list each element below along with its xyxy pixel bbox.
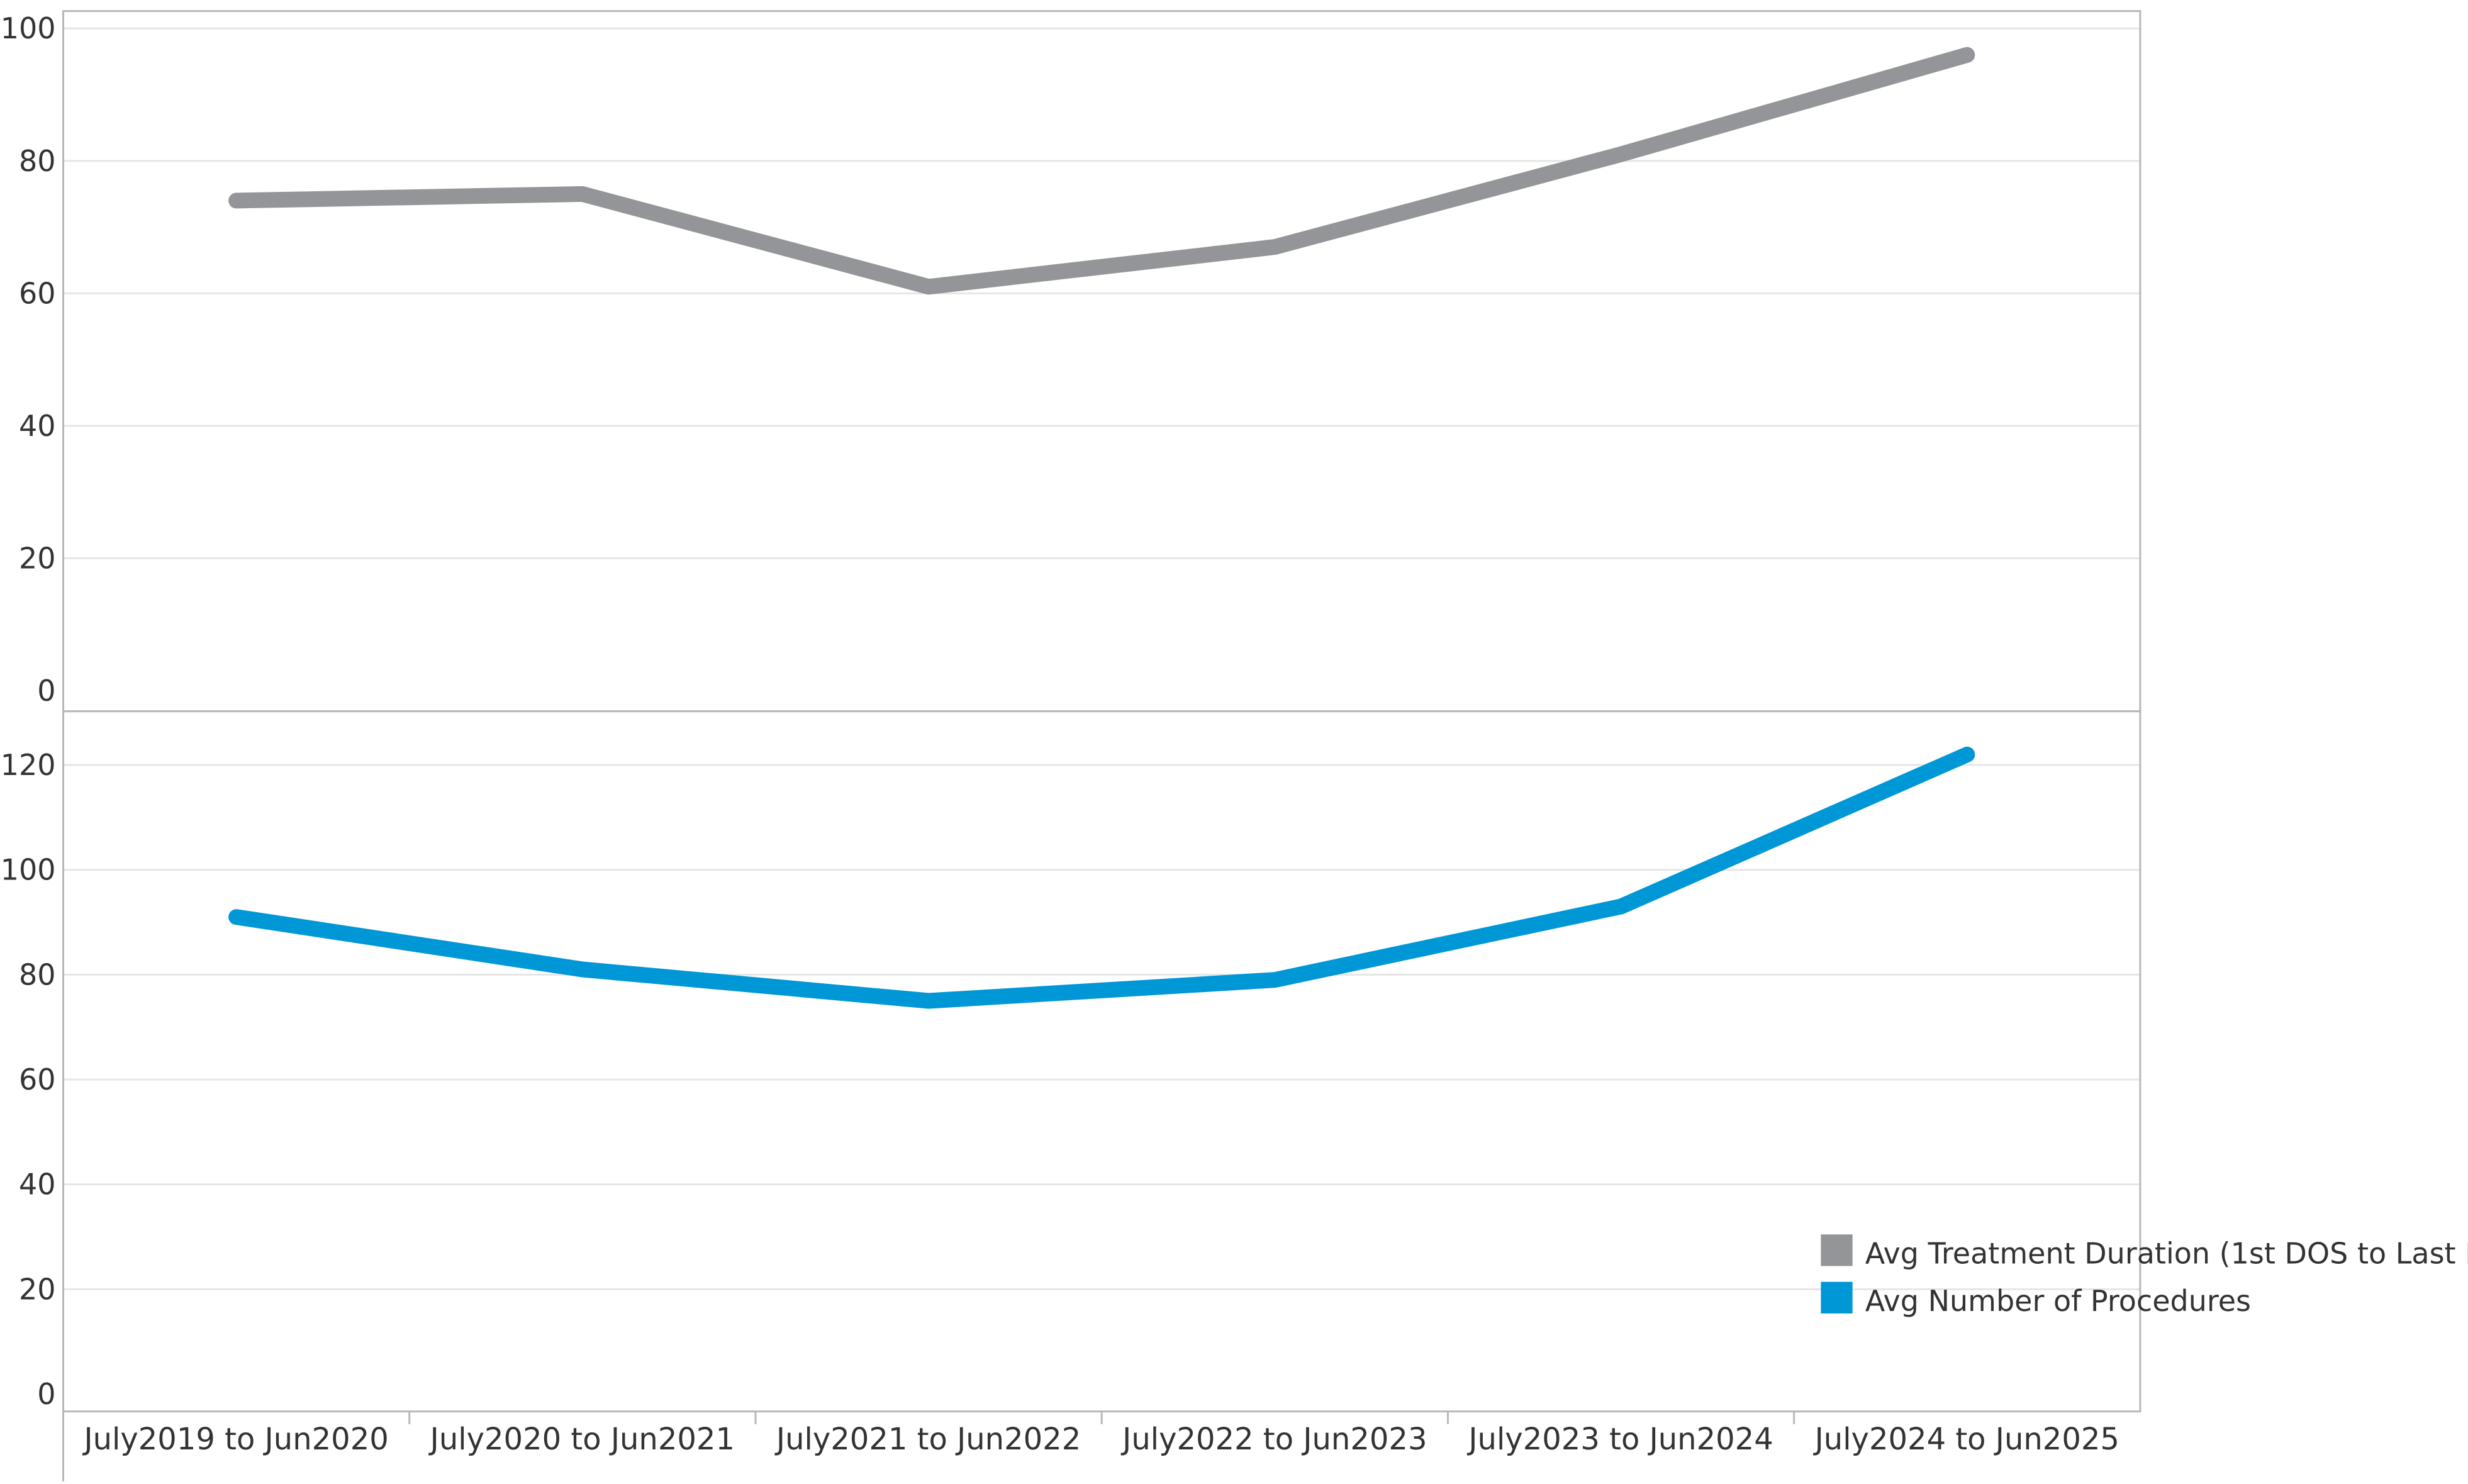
- x-tick-label: July2022 to Jun2023: [1120, 1422, 1427, 1457]
- data-point: [1621, 906, 1622, 907]
- x-tick-label: July2019 to Jun2020: [82, 1422, 388, 1457]
- y-tick-label: 80: [19, 957, 56, 991]
- data-point: [582, 193, 583, 194]
- x-tick-label: July2020 to Jun2021: [428, 1422, 735, 1457]
- y-tick-label: 40: [19, 409, 56, 443]
- legend-swatch: [1821, 1234, 1853, 1266]
- x-axis: July2019 to Jun2020 July2020 to Jun2021 Ju…: [62, 1411, 2119, 1483]
- y-tick-label: 100: [1, 853, 56, 887]
- y-tick-label: 100: [1, 11, 56, 45]
- data-point: [928, 286, 929, 287]
- data-point: [236, 917, 237, 918]
- data-point: [236, 200, 237, 201]
- data-point: [928, 1000, 929, 1001]
- series-line-1: [228, 47, 1975, 295]
- y-tick-label: 80: [19, 144, 56, 178]
- panel-2: 0 20 40 60 80 100 120: [1, 710, 2141, 1413]
- legend-item: Avg Treatment Duration (1st DOS to Last …: [1821, 1234, 2468, 1271]
- legend-label: Avg Number of Procedures: [1865, 1284, 2251, 1318]
- legend: Avg Treatment Duration (1st DOS to Last …: [1821, 1234, 2468, 1318]
- y-tick-label: 120: [1, 748, 56, 782]
- legend-item: Avg Number of Procedures: [1821, 1281, 2251, 1318]
- y-tick-label: 20: [19, 1272, 56, 1306]
- data-point: [582, 969, 583, 970]
- data-point: [1967, 754, 1968, 755]
- x-tick-label: July2023 to Jun2024: [1466, 1422, 1773, 1457]
- y-tick-label: 0: [37, 1377, 55, 1411]
- panel-1: 0 20 40 60 80 100: [1, 10, 2141, 713]
- y-tick-label: 0: [37, 674, 55, 708]
- panels-layer: 0 20 40 60 80 100 0 20 40 60 80 100 120: [1, 10, 2141, 1413]
- x-tick-label: July2021 to Jun2022: [774, 1422, 1081, 1457]
- y-tick-label: 60: [19, 1063, 56, 1096]
- data-point: [1967, 54, 1968, 55]
- x-tick-label: July2024 to Jun2025: [1813, 1422, 2119, 1457]
- data-point: [1274, 979, 1275, 981]
- legend-swatch: [1821, 1281, 1853, 1314]
- series-line-2: [228, 746, 1975, 1009]
- y-tick-label: 20: [19, 541, 56, 575]
- data-point: [1274, 247, 1275, 248]
- legend-label: Avg Treatment Duration (1st DOS to Last …: [1865, 1237, 2468, 1271]
- panel-frame: [62, 10, 2141, 713]
- y-tick-label: 60: [19, 276, 56, 310]
- data-point: [1621, 153, 1622, 155]
- y-tick-label: 40: [19, 1168, 56, 1202]
